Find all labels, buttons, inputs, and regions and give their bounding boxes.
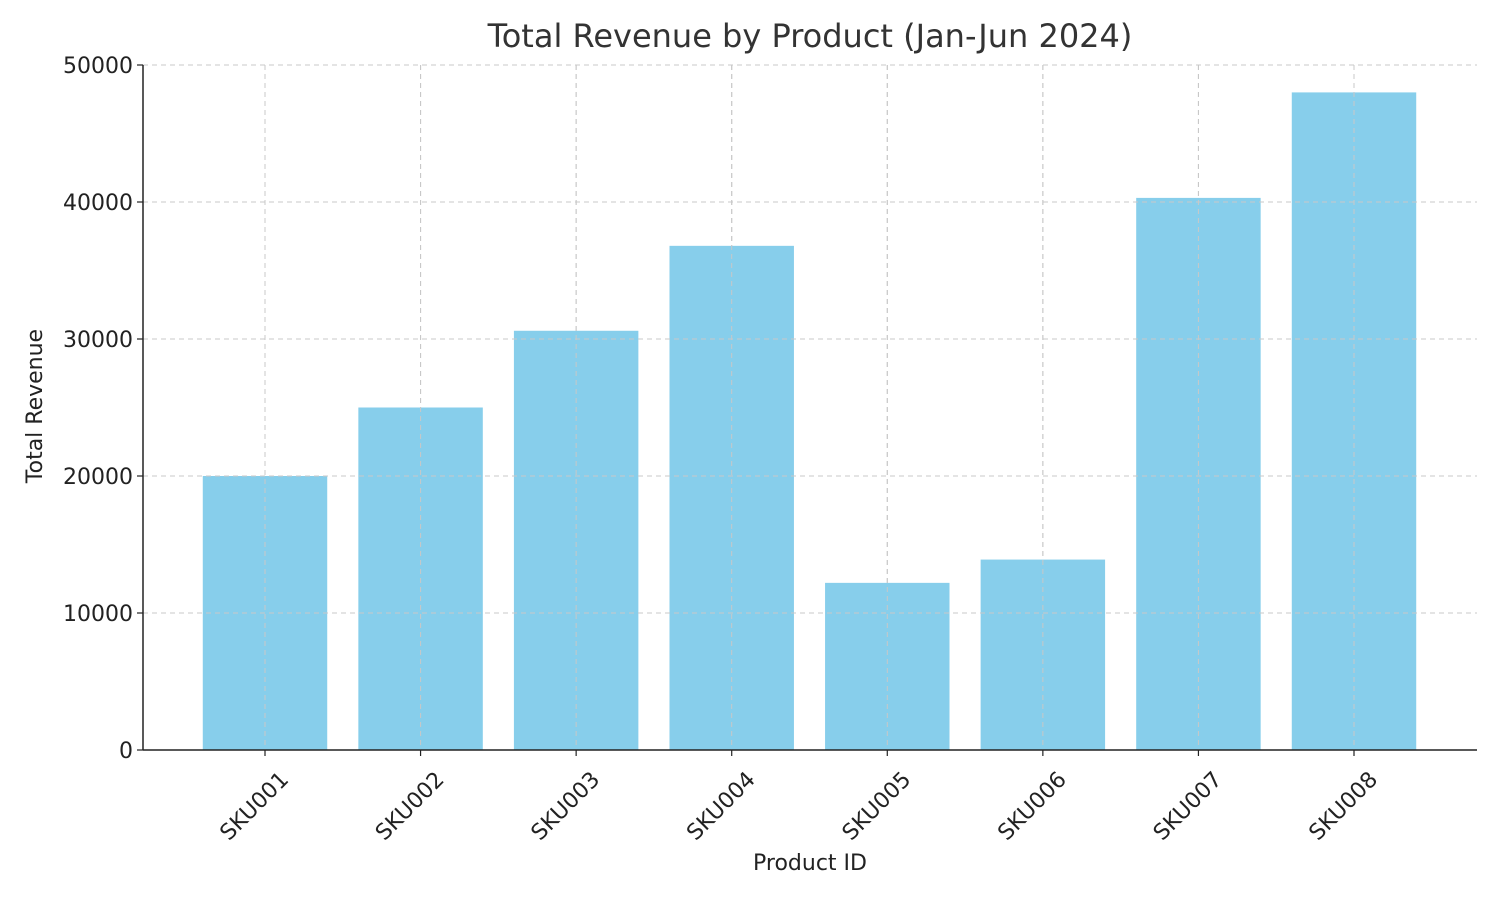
grid-layer bbox=[143, 64, 1477, 750]
x-tick-label: SKU006 bbox=[993, 767, 1071, 845]
x-tick-label: SKU005 bbox=[838, 767, 916, 845]
x-axis-label: Product ID bbox=[753, 851, 867, 876]
y-tick-label: 30000 bbox=[63, 328, 133, 353]
chart-title: Total Revenue by Product (Jan-Jun 2024) bbox=[487, 17, 1133, 55]
bars-layer bbox=[143, 64, 1477, 750]
y-tick-label: 40000 bbox=[63, 191, 133, 216]
y-tick-label: 0 bbox=[119, 739, 133, 764]
axes-layer bbox=[137, 64, 1477, 756]
x-tick-label: SKU003 bbox=[527, 767, 605, 845]
x-tick-label: SKU007 bbox=[1149, 767, 1227, 845]
y-tick-label: 50000 bbox=[63, 54, 133, 79]
y-tick-label: 20000 bbox=[63, 465, 133, 490]
x-tick-label: SKU008 bbox=[1305, 767, 1383, 845]
y-axis-label: Total Revenue bbox=[23, 329, 48, 484]
x-tick-label: SKU004 bbox=[682, 767, 760, 845]
x-tick-label: SKU001 bbox=[216, 767, 294, 845]
y-tick-label: 10000 bbox=[63, 602, 133, 627]
x-tick-label: SKU002 bbox=[371, 767, 449, 845]
